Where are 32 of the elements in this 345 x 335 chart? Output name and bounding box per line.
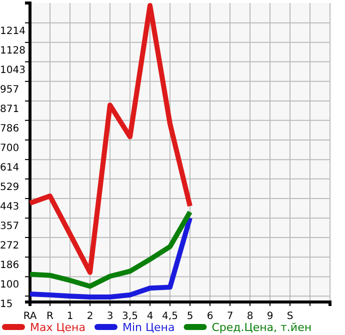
- legend-label: Max Цена: [30, 321, 86, 334]
- x-tick-label: 6: [206, 311, 214, 322]
- legend-label: Сред.Цена, т.йен: [212, 321, 312, 334]
- x-tick-label: 5: [186, 311, 194, 322]
- y-tick-label: 100: [0, 280, 20, 291]
- x-tick-label: 9: [266, 311, 274, 322]
- x-tick-label: 8: [246, 311, 254, 322]
- y-tick-label: 1128: [0, 45, 26, 56]
- x-tick-label: 1: [66, 311, 74, 322]
- x-tick-label: S: [286, 311, 294, 322]
- x-tick-label: 2: [86, 311, 94, 322]
- y-tick-label: 700: [0, 142, 20, 154]
- y-tick-label: 871: [0, 104, 20, 115]
- x-tick-label: R: [46, 311, 54, 322]
- x-tick-label: 3,5: [122, 311, 138, 322]
- y-tick-label: 357: [0, 221, 20, 232]
- x-tick-label: 4,5: [162, 311, 178, 322]
- y-tick-label: 786: [0, 123, 20, 134]
- y-tick-label: 1214: [0, 26, 26, 37]
- y-tick-label: 614: [0, 162, 20, 174]
- x-tick-label: 3: [106, 311, 114, 322]
- x-tick-label: 4: [146, 311, 154, 322]
- x-tick-label: 7: [226, 311, 234, 322]
- y-tick-label: 957: [0, 84, 20, 96]
- y-tick-label: 529: [0, 182, 20, 193]
- y-tick-label: 186: [0, 260, 20, 272]
- legend-label: Min Цена: [122, 321, 175, 334]
- y-tick-label: 443: [0, 202, 20, 213]
- x-tick-label: RA: [23, 311, 37, 322]
- y-tick-label: 1043: [0, 64, 26, 76]
- y-tick-label: 272: [0, 240, 20, 252]
- y-tick-label: 15: [0, 299, 13, 310]
